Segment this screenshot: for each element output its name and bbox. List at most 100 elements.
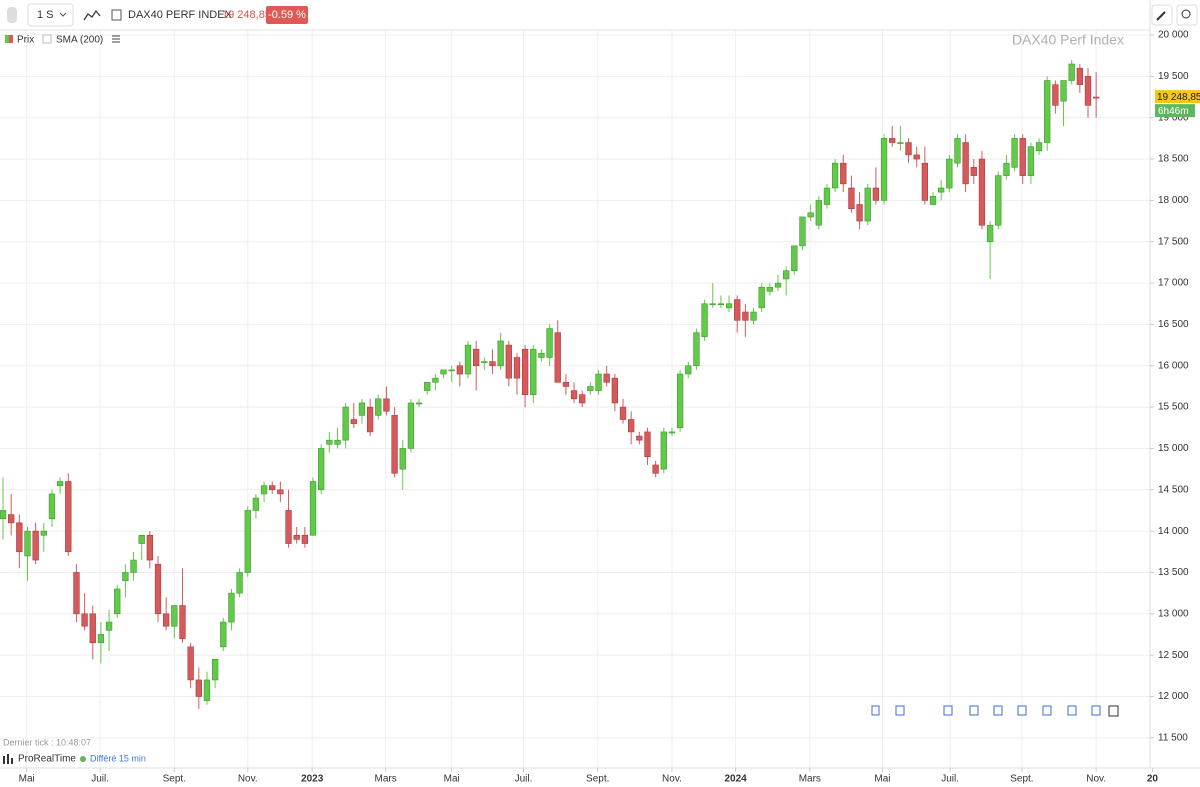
candle-body <box>163 613 170 627</box>
candle-body <box>717 303 725 306</box>
candle-body <box>807 212 814 218</box>
watermark: DAX40 Perf Index <box>1012 32 1124 48</box>
candle-body <box>554 332 561 383</box>
candle-body <box>424 381 431 391</box>
candle-body <box>970 167 977 176</box>
candle-body <box>244 510 251 573</box>
candle-body <box>440 369 447 375</box>
candle-body <box>211 658 219 681</box>
candle-body <box>864 187 871 222</box>
candle-body <box>383 398 390 412</box>
candle-body <box>1035 142 1043 152</box>
x-tick-label: Mars <box>799 774 821 785</box>
candle-body <box>456 365 464 375</box>
candle-body <box>326 439 333 445</box>
candle-body <box>203 679 211 701</box>
change-badge <box>266 6 308 24</box>
info-icon[interactable] <box>111 9 122 21</box>
y-tick-label: 16 000 <box>1158 360 1189 371</box>
candle-body <box>799 216 806 247</box>
legend-sma[interactable]: SMA (200) <box>56 35 103 46</box>
y-tick-label: 15 000 <box>1158 443 1189 454</box>
chart-type-icon[interactable] <box>83 9 101 21</box>
candle-body <box>595 373 602 391</box>
candle-body <box>1044 80 1051 143</box>
candle-body <box>366 406 374 433</box>
brand: ProRealTime <box>18 754 76 765</box>
candle-body <box>1011 138 1018 168</box>
candle-body <box>546 328 553 358</box>
countdown-box <box>1155 104 1195 118</box>
legend-price[interactable]: Prix <box>17 35 34 46</box>
candle-body <box>448 369 455 372</box>
menu-icon[interactable] <box>7 7 17 23</box>
info-event[interactable] <box>1108 705 1119 717</box>
candle-body <box>815 200 822 226</box>
y-tick-label: 14 500 <box>1158 484 1189 495</box>
candle-body <box>889 138 896 143</box>
candle-body <box>962 142 969 185</box>
candle-body <box>1076 67 1083 85</box>
candle-body <box>929 195 937 205</box>
candle-body <box>1027 146 1035 176</box>
candle-body <box>358 402 366 416</box>
candle-body <box>986 224 994 243</box>
candle-body <box>277 489 284 495</box>
candle-body <box>318 448 325 491</box>
y-tick-label: 18 000 <box>1158 195 1189 206</box>
candle-body <box>734 299 741 321</box>
interval-select[interactable] <box>27 3 74 27</box>
candle-body <box>628 419 635 433</box>
legend-checkbox[interactable] <box>42 34 52 44</box>
candle-body <box>1084 76 1092 106</box>
candle-body <box>530 348 537 396</box>
interval: 1 S <box>37 9 54 21</box>
last-price-label: 19 248,85 <box>1157 92 1200 103</box>
delay-dot <box>80 756 86 762</box>
candle-body <box>660 431 667 470</box>
legend-menu[interactable] <box>112 35 120 43</box>
x-tick-label: 2023 <box>301 774 324 785</box>
brand-logo <box>3 754 13 764</box>
x-tick-label: Nov. <box>1086 774 1106 785</box>
candle-body <box>587 386 594 391</box>
x-tick-label: Juil. <box>515 774 533 785</box>
candle-body <box>236 572 243 594</box>
candle-body <box>750 311 757 321</box>
candle-body <box>179 605 186 639</box>
candle-body <box>497 340 504 367</box>
candle-body <box>1003 162 1010 176</box>
candle-body <box>293 534 300 540</box>
y-tick-label: 15 500 <box>1158 402 1189 413</box>
candle-body <box>897 142 904 144</box>
candle-body <box>872 187 880 201</box>
countdown: 6h46m <box>1158 106 1189 117</box>
candle-body <box>791 245 798 271</box>
x-tick-label: Nov. <box>238 774 258 785</box>
candle-body <box>758 286 765 309</box>
candle-body <box>652 464 659 474</box>
candle-body <box>570 390 578 400</box>
candle-body <box>880 138 888 201</box>
candle-body <box>195 679 202 697</box>
y-tick-label: 19 500 <box>1158 71 1189 82</box>
candle-body <box>350 419 357 424</box>
candle-body <box>399 448 406 470</box>
candle-body <box>130 559 137 573</box>
candle-body <box>375 398 382 416</box>
candle-body <box>154 563 162 615</box>
candle-body <box>8 514 15 524</box>
x-tick-label: Mai <box>874 774 890 785</box>
y-tick-label: 19 000 <box>1158 112 1189 123</box>
symbol: DAX40 PERF INDEX <box>128 9 233 21</box>
candle-body <box>391 415 398 474</box>
candle-body <box>220 621 227 648</box>
candle-body <box>105 621 113 631</box>
candle-body <box>1093 96 1100 99</box>
candle-body <box>709 303 716 306</box>
candle-body <box>481 361 488 363</box>
zoom-button[interactable] <box>1176 4 1198 26</box>
